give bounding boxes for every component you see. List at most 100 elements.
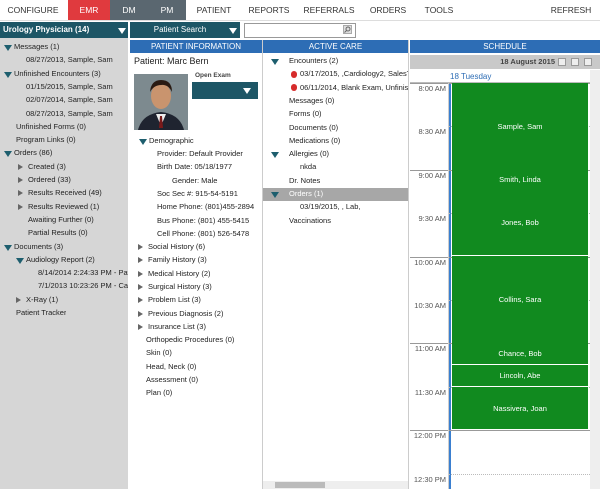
sidebar-item[interactable]: 8/14/2014 2:24:33 PM - Pati (38, 268, 128, 278)
appointment[interactable]: Smith, Linda (452, 170, 588, 190)
next-button[interactable] (584, 58, 592, 66)
nav-item[interactable]: CONFIGURE (7, 5, 59, 15)
sidebar-item[interactable]: 08/27/2013, Sample, Sam (26, 108, 113, 118)
sidebar-item[interactable]: 08/27/2013, Sample, Sam (26, 55, 113, 65)
tree-item[interactable]: Family History (3) (148, 255, 207, 265)
collapse-arrow[interactable] (18, 177, 23, 183)
expand-arrow[interactable] (4, 151, 12, 158)
expand-arrow[interactable] (271, 152, 279, 159)
sidebar-item[interactable]: Results Received (49) (28, 188, 102, 198)
collapse-arrow[interactable] (138, 270, 143, 277)
collapse-arrow[interactable] (18, 190, 23, 197)
tree-item[interactable]: Previous Diagnosis (2) (148, 308, 224, 318)
collapse-arrow[interactable] (138, 297, 143, 304)
appointment[interactable]: Lincoln, Abe (452, 365, 588, 387)
sidebar-item[interactable]: Orders (86) (14, 148, 53, 158)
tree-item[interactable]: Skin (0) (146, 348, 172, 358)
appointment[interactable]: Sample, Sam (452, 83, 588, 171)
appointment[interactable]: Chance, Bob (452, 343, 588, 365)
tree-item[interactable]: Assessment (0) (146, 374, 199, 384)
appointment[interactable]: Jones, Bob (452, 189, 588, 256)
sidebar-item[interactable]: Awaiting Further (0) (28, 214, 94, 224)
scroll-thumb[interactable] (275, 482, 325, 488)
sidebar-item[interactable]: Partial Results (0) (28, 228, 88, 238)
collapse-arrow[interactable] (16, 296, 21, 303)
expand-arrow[interactable] (139, 139, 147, 145)
sidebar-item[interactable]: Unfinished Encounters (3) (14, 68, 101, 78)
collapse-arrow[interactable] (138, 323, 143, 330)
tree-item[interactable]: Surgical History (3) (148, 281, 212, 291)
appointment[interactable]: Nassivera, Joan (452, 387, 588, 430)
collapse-arrow[interactable] (138, 310, 143, 317)
nav-item[interactable]: REPORTS (248, 5, 290, 15)
expand-arrow[interactable] (16, 257, 24, 264)
collapse-arrow[interactable] (18, 203, 23, 210)
expand-arrow[interactable] (4, 244, 12, 251)
tree-item[interactable]: Medications (0) (289, 135, 341, 145)
sidebar-title[interactable]: Urology Physician (14) (3, 25, 90, 34)
sidebar-item[interactable]: Documents (3) (14, 241, 64, 251)
tree-item[interactable]: nkda (300, 162, 317, 172)
search-input[interactable] (244, 23, 356, 38)
sidebar-item[interactable]: 01/15/2015, Sample, Sam (26, 81, 113, 91)
sidebar-item[interactable]: Patient Tracker (16, 308, 67, 317)
tree-item[interactable]: Messages (0) (289, 95, 335, 105)
tree-item[interactable]: Dr. Notes (289, 175, 321, 185)
tree-item[interactable]: Documents (0) (289, 122, 339, 132)
sidebar-item[interactable]: Created (3) (28, 161, 66, 171)
sidebar-item[interactable]: Results Reviewed (1) (28, 201, 100, 211)
tree-item[interactable]: Orthopedic Procedures (0) (146, 335, 235, 344)
sidebar-item[interactable]: Audiology Report (2) (26, 254, 95, 264)
encounter-item[interactable]: 03/17/2015, ,Cardiology2, SalesTe (300, 69, 408, 79)
tree-item[interactable]: Plan (0) (146, 388, 173, 398)
today-button[interactable] (571, 58, 579, 66)
sidebar-item[interactable]: X-Ray (1) (26, 294, 59, 304)
expand-arrow[interactable] (271, 59, 279, 65)
tree-item[interactable]: Demographic (149, 136, 194, 145)
tree-item[interactable]: Orders (1) (289, 189, 324, 198)
sidebar-item[interactable]: Program Links (0) (16, 135, 76, 145)
nav-item[interactable]: TOOLS (424, 5, 454, 15)
refresh-button[interactable]: REFRESH (550, 5, 592, 15)
patient-search-label[interactable]: Patient Search (153, 25, 207, 34)
tree-item[interactable]: Social History (6) (148, 242, 206, 251)
nav-item[interactable]: ORDERS (369, 5, 407, 15)
tree-item[interactable]: Encounters (2) (289, 56, 339, 65)
collapse-arrow[interactable] (138, 283, 143, 290)
scrollbar[interactable] (263, 481, 408, 489)
tree-item[interactable]: Head, Neck (0) (146, 361, 197, 371)
dropdown-arrow[interactable] (243, 88, 251, 94)
sidebar-item[interactable]: 7/1/2013 10:23:26 PM - Can (38, 281, 128, 291)
nav-item[interactable]: PM (148, 0, 186, 20)
nav-item[interactable]: PATIENT (196, 5, 232, 15)
collapse-arrow[interactable] (18, 163, 23, 170)
tree-item[interactable]: Allergies (0) (289, 149, 330, 159)
dropdown-arrow[interactable] (229, 28, 237, 34)
encounter-item[interactable]: 06/11/2014, Blank Exam, Unfinish (300, 82, 408, 92)
sidebar-item[interactable]: Ordered (33) (28, 175, 71, 184)
prev-button[interactable] (558, 58, 566, 66)
tree-item[interactable]: Forms (0) (289, 109, 322, 119)
selected-row[interactable] (263, 188, 408, 201)
sidebar-item[interactable]: Messages (1) (14, 42, 60, 51)
tree-item[interactable]: 03/19/2015, , Lab, (300, 202, 361, 212)
tree-item[interactable]: Vaccinations (289, 215, 331, 225)
appointment[interactable]: Collins, Sara (452, 256, 588, 344)
patient-search-button[interactable] (130, 22, 240, 38)
dropdown-arrow[interactable] (118, 28, 126, 34)
open-exam-dropdown[interactable] (192, 82, 258, 99)
nav-item[interactable]: EMR (68, 0, 110, 20)
search-icon[interactable] (343, 25, 352, 34)
nav-item[interactable]: DM (110, 0, 148, 20)
expand-arrow[interactable] (4, 71, 12, 78)
sidebar-item[interactable]: 02/07/2014, Sample, Sam (26, 95, 113, 105)
tree-item[interactable]: Problem List (3) (148, 295, 201, 305)
collapse-arrow[interactable] (138, 244, 143, 250)
sidebar-item[interactable]: Unfinished Forms (0) (16, 121, 87, 131)
collapse-arrow[interactable] (138, 257, 143, 264)
nav-item[interactable]: REFERRALS (303, 5, 355, 15)
expand-arrow[interactable] (4, 45, 12, 51)
tree-item[interactable]: Insurance List (3) (148, 321, 206, 331)
expand-arrow[interactable] (271, 192, 279, 198)
scrollbar[interactable] (590, 70, 600, 489)
